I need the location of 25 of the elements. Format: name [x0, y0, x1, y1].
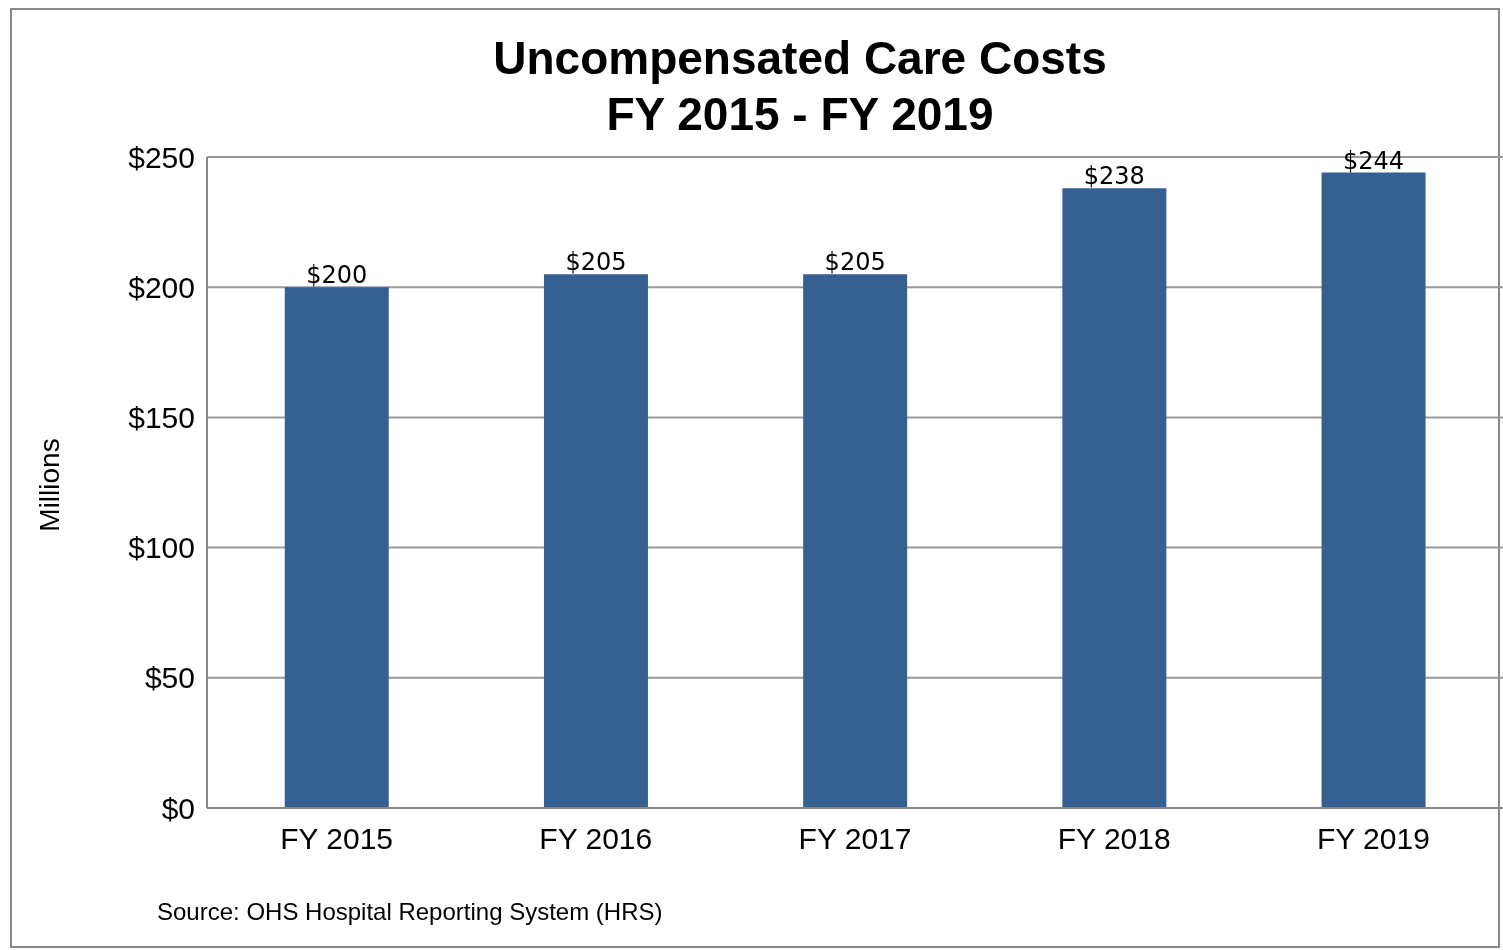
data-label: $238 [1083, 162, 1145, 191]
y-tick-label: $100 [128, 531, 195, 565]
x-tick-label: FY 2017 [798, 822, 912, 856]
chart-subtitle: FY 2015 - FY 2019 [605, 87, 995, 142]
x-tick-label: FY 2019 [1316, 822, 1430, 856]
data-label: $200 [306, 261, 368, 290]
bar [543, 274, 648, 808]
y-tick-label: $50 [144, 661, 195, 695]
y-tick-label: $0 [161, 791, 195, 825]
bar [1321, 172, 1426, 808]
y-axis-title: Millions [34, 438, 66, 532]
x-tick-label: FY 2016 [539, 822, 653, 856]
y-tick-label: $150 [128, 401, 195, 435]
chart-title: Uncompensated Care Costs [492, 31, 1108, 86]
data-label: $205 [565, 248, 627, 277]
x-tick-label: FY 2015 [280, 822, 394, 856]
source-note: Source: OHS Hospital Reporting System (HRS) [157, 898, 663, 926]
y-tick-label: $200 [128, 270, 195, 304]
data-label: $205 [824, 248, 886, 277]
x-tick-label: FY 2018 [1057, 822, 1171, 856]
bar [803, 274, 908, 808]
data-label: $244 [1343, 146, 1405, 175]
bar [1062, 188, 1167, 808]
bar [284, 287, 389, 808]
y-tick-label: $250 [128, 140, 195, 174]
